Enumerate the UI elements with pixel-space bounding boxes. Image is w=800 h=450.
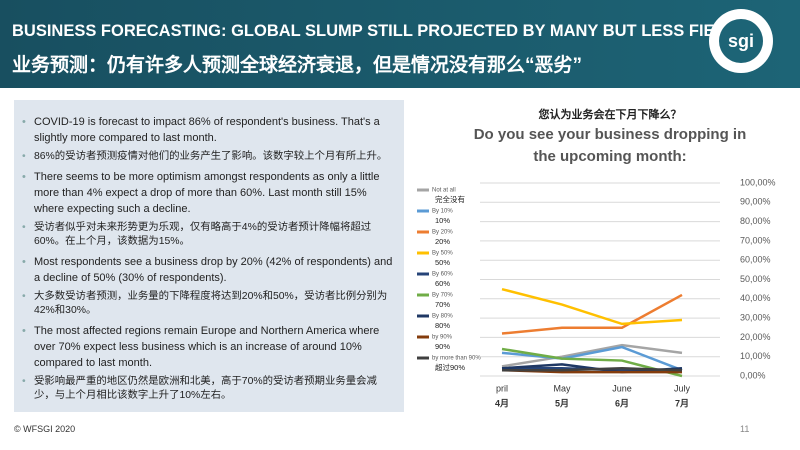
y-tick-label: 50,00%	[740, 274, 771, 284]
y-tick-label: 20,00%	[740, 332, 771, 342]
chart-subtitle: Do you see your business dropping in the …	[474, 126, 747, 165]
x-tick-label-cn: 7月	[675, 398, 689, 408]
banner: BUSINESS FORECASTING: GLOBAL SLUMP STILL…	[0, 0, 800, 88]
legend-label: By 70%	[432, 293, 453, 299]
x-tick-label-cn: 5月	[555, 398, 569, 408]
text-panel: COVID-19 is forecast to impact 86% of re…	[14, 100, 404, 412]
bullet: 86%的受访者预测疫情对他们的业务产生了影响。该数字较上个月有所上升。	[22, 150, 394, 165]
legend-label-cn: 超过90%	[435, 362, 465, 372]
legend-label: By 80%	[432, 314, 453, 320]
logo: sgi	[709, 9, 773, 73]
series-line	[501, 345, 683, 372]
legend-label-cn: 90%	[435, 342, 450, 351]
legend-label: By 20%	[432, 230, 453, 236]
x-tick-label: May	[553, 383, 571, 393]
bullet: 大多数受访者预测，业务量的下降程度将达到20%和50%，受访者比例分别为42%和…	[22, 290, 394, 319]
bullet: 受访者似乎对未来形势更为乐观，仅有略高于4%的受访者预计降幅将超过60%。在上个…	[22, 221, 394, 250]
y-tick-label: 60,00%	[740, 255, 771, 265]
series-line	[501, 287, 683, 326]
legend-label: By 60%	[432, 272, 453, 278]
legend-label-cn: 60%	[435, 279, 450, 288]
bullet: 受影响最严重的地区仍然是欧洲和北美，高于70%的受访者预期业务量会减少，与上个月…	[22, 375, 394, 404]
x-tick-label: July	[674, 383, 691, 393]
y-tick-label: 80,00%	[740, 216, 771, 226]
legend-label-cn: 完全没有	[435, 194, 465, 204]
bullet: COVID-19 is forecast to impact 86% of re…	[22, 114, 394, 146]
footer: © WFSGI 2020	[14, 424, 76, 434]
slide-title: BUSINESS FORECASTING: GLOBAL SLUMP STILL…	[12, 22, 750, 40]
legend-label-cn: 70%	[435, 300, 450, 309]
x-tick-label-cn: 6月	[615, 398, 629, 408]
legend-label: Not at all	[432, 188, 456, 194]
bullet: The most affected regions remain Europe …	[22, 323, 394, 371]
series-line	[501, 293, 683, 335]
bullet: There seems to be more optimism amongst …	[22, 169, 394, 217]
slide-subtitle: 业务预测：仍有许多人预测全球经济衰退，但是情况没有那么“恶劣”	[12, 55, 583, 76]
legend-label: by 90%	[432, 335, 453, 341]
y-tick-label: 0,00%	[740, 370, 766, 380]
legend-label: By 10%	[432, 209, 453, 215]
legend-label-cn: 50%	[435, 258, 450, 267]
bullet: Most respondents see a business drop by …	[22, 254, 394, 286]
y-tick-label: 100,00%	[740, 177, 776, 187]
y-tick-label: 70,00%	[740, 235, 771, 245]
legend-label-cn: 80%	[435, 321, 450, 330]
legend-label: by more than 90%	[432, 356, 481, 362]
x-tick-label: pril	[496, 383, 508, 393]
y-tick-label: 90,00%	[740, 197, 771, 207]
legend-label-cn: 20%	[435, 237, 450, 246]
logo-core	[719, 19, 763, 63]
y-tick-label: 30,00%	[740, 312, 771, 322]
series-line	[501, 343, 683, 368]
x-tick-label: June	[612, 383, 632, 393]
series-line	[502, 367, 683, 372]
chart: 您认为业务会在下月下降么？ Do you see your business d…	[417, 107, 776, 408]
y-tick-label: 10,00%	[740, 351, 771, 361]
legend-label: By 50%	[432, 251, 453, 257]
chart-title: 您认为业务会在下月下降么？	[539, 107, 682, 121]
y-tick-label: 40,00%	[740, 293, 771, 303]
bullet-list: COVID-19 is forecast to impact 86% of re…	[14, 100, 404, 404]
page-number: 11	[740, 424, 750, 434]
x-tick-label-cn: 4月	[495, 398, 509, 408]
logo-text: sgi	[728, 31, 754, 51]
legend-label-cn: 10%	[435, 216, 450, 225]
